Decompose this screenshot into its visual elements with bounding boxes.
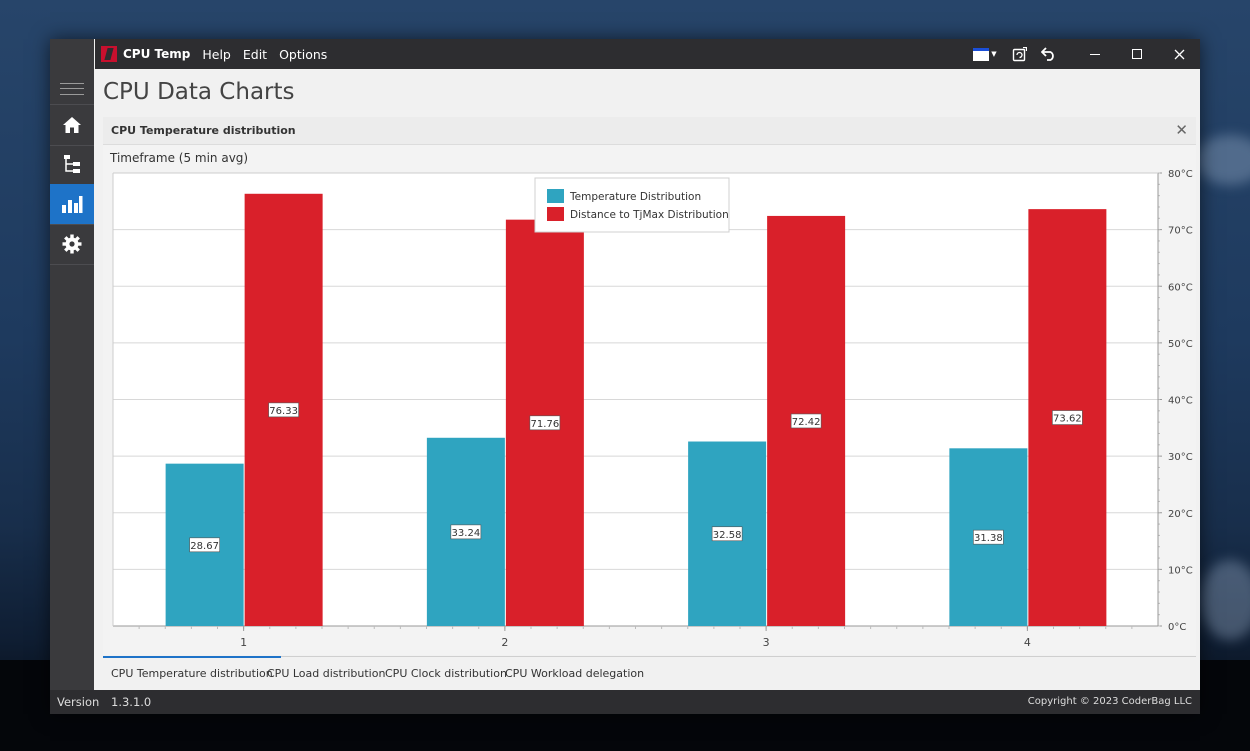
- legend-swatch: [547, 189, 564, 203]
- y-tick-label: 80°C: [1168, 169, 1193, 180]
- legend-swatch: [547, 207, 564, 221]
- data-label-box: [973, 529, 1004, 545]
- data-label: 72.42: [792, 417, 821, 428]
- tab-cpu-load-distribution[interactable]: CPU Load distribution: [267, 667, 386, 680]
- data-label: 28.67: [190, 541, 219, 552]
- title-bar: CPU Temp Help Edit Options ▼: [95, 39, 1200, 69]
- panel-close-icon[interactable]: ✕: [1175, 121, 1188, 139]
- data-label-box: [450, 524, 482, 540]
- sidebar-item-charts[interactable]: [50, 184, 94, 225]
- app-window: CPU Temp Help Edit Options ▼: [50, 39, 1200, 714]
- menu-help[interactable]: Help: [202, 46, 231, 62]
- bar-chart: 0°C 10°C 20°C 30°C 40°C 50°C 60°C 70°C 80°C 1 28.6…: [112, 169, 1193, 649]
- gear-icon: [62, 234, 82, 254]
- minimize-icon: [1090, 53, 1100, 55]
- data-label-box: [529, 415, 561, 431]
- panel-header: CPU Temperature distribution ✕: [103, 117, 1196, 145]
- data-label: 71.76: [531, 419, 560, 430]
- data-label-box: [268, 402, 299, 418]
- refresh-icon: [1012, 46, 1027, 61]
- y-tick-label: 30°C: [1168, 452, 1193, 463]
- legend-entry: Temperature Distribution: [569, 191, 701, 203]
- x-tick-label: 1: [240, 636, 247, 649]
- tab-cpu-workload-delegation[interactable]: CPU Workload delegation: [505, 667, 645, 680]
- legend-entry: Distance to TjMax Distribution: [570, 209, 729, 221]
- undo-button[interactable]: [1034, 39, 1064, 69]
- y-tick-label: 10°C: [1168, 565, 1193, 576]
- close-button[interactable]: [1158, 39, 1200, 69]
- bar-chart-icon: [62, 196, 83, 213]
- tab-cpu-temperature-distribution[interactable]: CPU Temperature distribution: [103, 656, 281, 680]
- legend-box: [534, 177, 730, 233]
- tab-cpu-clock-distribution[interactable]: CPU Clock distribution: [385, 667, 507, 680]
- status-bar: Version 1.3.1.0 Copyright © 2023 CoderBa…: [50, 690, 1200, 714]
- y-tick-label: 20°C: [1168, 509, 1193, 520]
- undo-icon: [1041, 47, 1054, 61]
- menu-options[interactable]: Options: [279, 46, 328, 62]
- data-label-box: [1052, 410, 1083, 425]
- data-label: 32.58: [713, 530, 742, 541]
- maximize-button[interactable]: [1116, 39, 1158, 69]
- minimize-button[interactable]: [1074, 39, 1116, 69]
- chevron-down-icon: ▼: [991, 50, 997, 58]
- data-label-box: [189, 537, 220, 553]
- tree-icon: [64, 155, 80, 173]
- maximize-icon: [1132, 49, 1142, 59]
- x-tick-label: 4: [1024, 636, 1031, 649]
- sidebar: [50, 39, 94, 690]
- app-logo-icon: [101, 46, 117, 62]
- sidebar-item-settings[interactable]: [50, 224, 94, 265]
- y-tick-label: 40°C: [1168, 396, 1193, 407]
- flag-icon: [973, 47, 990, 61]
- version-label: Version: [57, 695, 100, 709]
- y-tick-label: 50°C: [1168, 339, 1193, 350]
- x-tick-label: 3: [763, 636, 770, 649]
- data-label: 33.24: [452, 528, 481, 539]
- copyright: Copyright © 2023 CoderBag LLC: [1027, 696, 1192, 707]
- data-label: 76.33: [269, 406, 298, 417]
- refresh-button[interactable]: [1004, 39, 1034, 69]
- language-selector[interactable]: ▼: [966, 39, 1004, 69]
- cloud: [1200, 560, 1250, 640]
- title-bar-controls: ▼: [966, 39, 1200, 69]
- app-name: CPU Temp: [123, 47, 191, 61]
- data-label: 73.62: [1053, 414, 1082, 425]
- y-tick-label: 0°C: [1168, 622, 1186, 633]
- chart-panel: Timeframe (5 min avg) 0°C 10°C 20°C 30°C 40°…: [103, 145, 1196, 655]
- y-tick-label: 60°C: [1168, 282, 1193, 293]
- home-icon: [63, 117, 81, 133]
- menu-edit[interactable]: Edit: [242, 46, 268, 62]
- version-number: 1.3.1.0: [111, 695, 152, 709]
- data-label: 31.38: [974, 533, 1003, 544]
- hamburger-menu-icon[interactable]: [60, 83, 84, 95]
- chart-tabs: CPU Temperature distribution CPU Load di…: [103, 656, 1196, 691]
- data-label-box: [790, 413, 822, 429]
- cloud: [1195, 135, 1250, 185]
- x-tick-label: 2: [501, 636, 508, 649]
- y-tick-label: 70°C: [1168, 226, 1193, 237]
- page-title: CPU Data Charts: [103, 79, 295, 105]
- panel-title: CPU Temperature distribution: [111, 124, 296, 137]
- sidebar-item-tree[interactable]: [50, 144, 94, 185]
- close-icon: [1174, 49, 1184, 59]
- data-label-box: [711, 526, 743, 542]
- timeframe-label: Timeframe (5 min avg): [110, 151, 249, 165]
- sidebar-item-home[interactable]: [50, 104, 94, 146]
